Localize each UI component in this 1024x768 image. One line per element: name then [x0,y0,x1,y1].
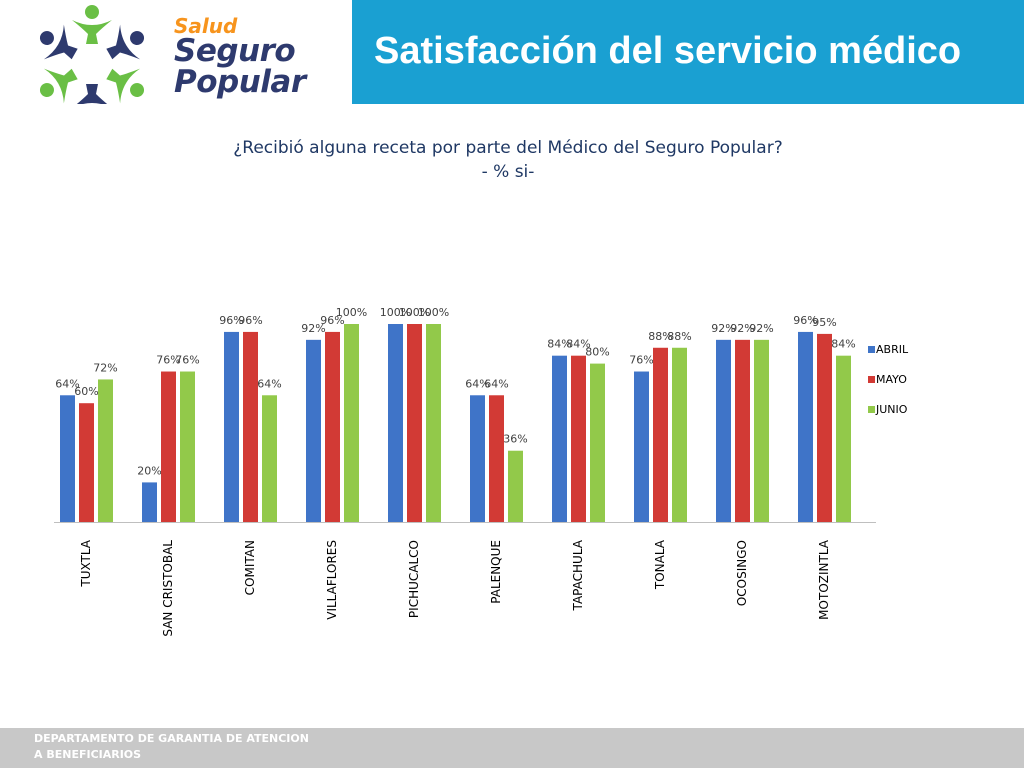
footer-line-2: A BENEFICIARIOS [34,748,142,761]
brand-seguro: Seguro [174,33,296,69]
data-label: 64% [257,377,281,390]
footer: DEPARTAMENTO DE GARANTIA DE ATENCION A B… [0,728,1024,768]
figure-navy-bottom [76,84,108,104]
data-label: 100% [399,306,430,319]
bar-abril [142,482,157,522]
bar-junio [344,324,359,522]
category-label: PALENQUE [489,540,503,604]
chart-subtitle: - % si- [481,162,535,182]
data-label: 76% [175,354,199,367]
bar-abril [388,324,403,522]
seguro-popular-logo: Salud Seguro Popular [0,0,352,104]
figure-green-lower-right [106,68,145,104]
bar-mayo [653,347,668,522]
people-circle-icon [39,5,145,104]
bar-junio [590,363,605,522]
data-label: 92% [749,322,773,335]
data-label: 64% [484,377,508,390]
figure-green-top [72,5,112,44]
data-label: 76% [629,354,653,367]
data-label: 96% [219,314,243,327]
bar-junio [508,450,523,522]
bar-abril [224,331,239,522]
bar-abril [634,371,649,522]
bar-abril [306,339,321,522]
data-label: 64% [55,377,79,390]
bar-mayo [735,339,750,522]
figure-navy-right [106,24,145,60]
category-label: TAPACHULA [571,539,585,611]
data-label: 84% [831,338,855,351]
bar-abril [716,339,731,522]
bar-junio [426,324,441,522]
data-label: 60% [74,385,98,398]
bar-abril [470,395,485,522]
footer-line-1: DEPARTAMENTO DE GARANTIA DE ATENCION [34,732,309,745]
category-label: TONALA [653,539,667,590]
category-label: TUXTLA [79,539,93,587]
bar-mayo [407,324,422,522]
data-label: 96% [793,314,817,327]
bar-mayo [243,331,258,522]
bar-junio [754,339,769,522]
chart-title: ¿Recibió alguna receta por parte del Méd… [233,138,783,158]
category-label: VILLAFLORES [325,540,339,620]
data-label: 100% [380,306,411,319]
data-label: 84% [547,338,571,351]
data-label: 36% [503,433,527,446]
legend-swatch-mayo [868,376,875,383]
legend-label-abril: ABRIL [876,343,909,356]
legend-label-junio: JUNIO [875,403,908,416]
bar-abril [60,395,75,522]
bar-mayo [817,333,832,522]
data-label: 20% [137,464,161,477]
data-label: 84% [566,338,590,351]
category-label: MOTOZINTLA [817,539,831,620]
bar-mayo [79,403,94,522]
bar-junio [98,379,113,522]
data-label: 100% [336,306,367,319]
data-label: 92% [730,322,754,335]
data-label: 64% [465,377,489,390]
bar-mayo [489,395,504,522]
title-bar: Satisfacción del servicio médico [352,0,1024,104]
category-label: SAN CRISTOBAL [161,540,175,637]
bar-junio [672,347,687,522]
category-label: PICHUCALCO [407,540,421,618]
bar-mayo [325,331,340,522]
data-label: 96% [320,314,344,327]
data-label: 92% [711,322,735,335]
bar-junio [180,371,195,522]
brand-salud: Salud [174,14,238,38]
data-label: 100% [418,306,449,319]
figure-navy-left [39,24,78,60]
data-label: 88% [667,330,691,343]
bar-mayo [571,355,586,522]
data-label: 96% [238,314,262,327]
bar-abril [798,331,813,522]
legend-label-mayo: MAYO [876,373,907,386]
legend-swatch-abril [868,346,875,353]
legend-swatch-junio [868,406,875,413]
brand-popular: Popular [174,64,306,100]
figure-green-lower-left [39,68,78,104]
category-label: COMITAN [243,540,257,595]
bar-junio [836,355,851,522]
chart-title-block: ¿Recibió alguna receta por parte del Méd… [0,136,1016,184]
data-label: 92% [301,322,325,335]
data-label: 88% [648,330,672,343]
data-label: 76% [156,354,180,367]
bar-abril [552,355,567,522]
data-label: 72% [93,361,117,374]
data-label: 95% [812,316,836,329]
page-title: Satisfacción del servicio médico [374,30,962,72]
bar-mayo [161,371,176,522]
bar-junio [262,395,277,522]
data-label: 80% [585,346,609,359]
category-label: OCOSINGO [735,540,749,606]
